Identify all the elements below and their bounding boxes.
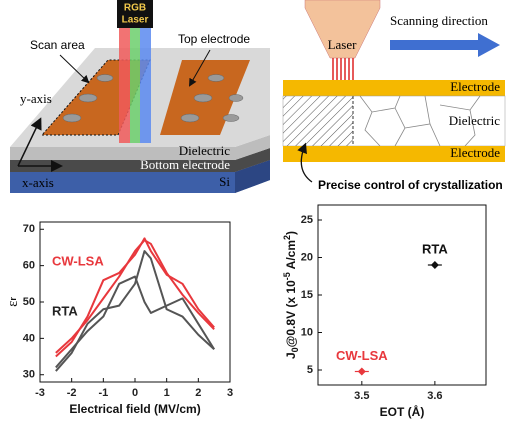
y-tick-label: 20 [301,251,313,263]
y-tick-label: 30 [23,369,35,381]
x-axis-label: EOT (Å) [380,404,425,419]
x-tick-label: -3 [35,387,45,399]
device-diagram: RGB Laser Scan area Top electrode y-axis… [10,0,270,193]
x-tick-label: 3.6 [427,390,442,402]
y-axis-label-part: 0 [290,347,300,352]
scan-area-label: Scan area [30,38,85,52]
y-tick-label: 60 [23,260,35,272]
x-tick-label: 0 [132,387,138,399]
substrate-label: Si [219,174,230,189]
y-tick-label: 25 [301,214,313,226]
y-tick-label: 15 [301,289,313,301]
series-label: CW-LSA [52,253,104,268]
y-axis-label: J0@0.8V (x 10-5 A/cm2) [282,231,300,359]
si-layer [10,160,270,193]
y-tick-label: 5 [307,364,313,376]
y-axis-label-part: -5 [282,272,292,280]
curve [55,250,215,372]
scan-diagram: Laser Scanning direction Electrode Diele… [282,0,506,192]
bottom-electrode-label: Bottom electrode [140,157,230,172]
laser-label: Laser [328,37,358,52]
y-axis-label: y-axis [20,91,52,106]
x-tick-label: 2 [195,387,201,399]
y-axis-label-part: ) [284,231,298,235]
x-tick-label: 3.5 [354,390,369,402]
x-tick-label: 1 [164,387,170,399]
laser-label: Laser [122,15,149,26]
top-electrode-label: Top electrode [178,32,250,46]
laser-label: RGB [124,3,146,14]
dielectric-label: Dielectric [449,113,500,128]
point-label: CW-LSA [336,348,388,363]
y-tick-label: 70 [23,223,35,235]
point [357,367,366,376]
caption: Precise control of crystallization [318,178,503,192]
y-axis-label-part: @0.8V (x 10 [284,280,298,347]
curve [55,239,215,354]
x-tick-label: 3 [227,387,233,399]
y-axis-label-part: J [284,352,298,359]
x-axis-label: Electrical field (MV/cm) [69,402,200,416]
scanning-direction-label: Scanning direction [390,13,488,28]
y-tick-label: 40 [23,332,35,344]
x-tick-label: -1 [98,387,108,399]
curve [55,275,216,369]
y-axis-label-part: A/cm [284,240,298,272]
dielectric-layer [10,135,270,160]
series-label: RTA [52,303,78,318]
dielectric-label: Dielectric [179,143,230,158]
y-axis-label-part: 2 [282,235,292,240]
point-label: RTA [422,241,448,256]
point [430,261,439,269]
bottom-electrode-label: Electrode [450,145,500,160]
top-electrode-label: Electrode [450,79,500,94]
x-tick-label: -2 [67,387,77,399]
si-side [235,160,270,193]
y-axis-label-part: ε [5,301,21,307]
y-tick-label: 50 [23,296,35,308]
x-axis-label: x-axis [22,175,54,190]
y-axis-label: εr [5,297,21,307]
y-axis-label-part: r [8,297,18,301]
y-tick-label: 10 [301,326,313,338]
